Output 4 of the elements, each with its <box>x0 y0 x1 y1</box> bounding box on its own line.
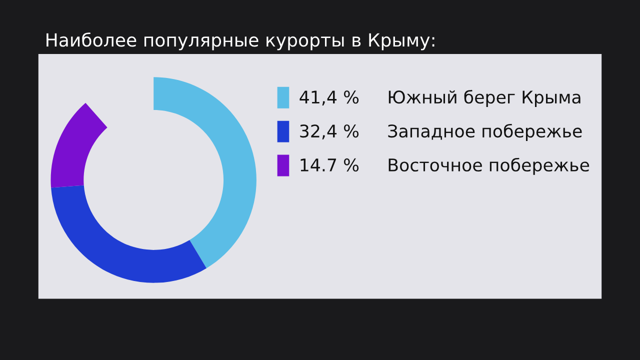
legend-label: 41,4 % Южный берег Крыма <box>300 90 580 108</box>
legend-label: 14.7 % Восточное побережье <box>300 158 590 175</box>
chart-title: Наиболее популярные курорты в Крыму: <box>46 32 434 50</box>
legend-label: 32,4 % Западное побережье <box>300 124 582 141</box>
